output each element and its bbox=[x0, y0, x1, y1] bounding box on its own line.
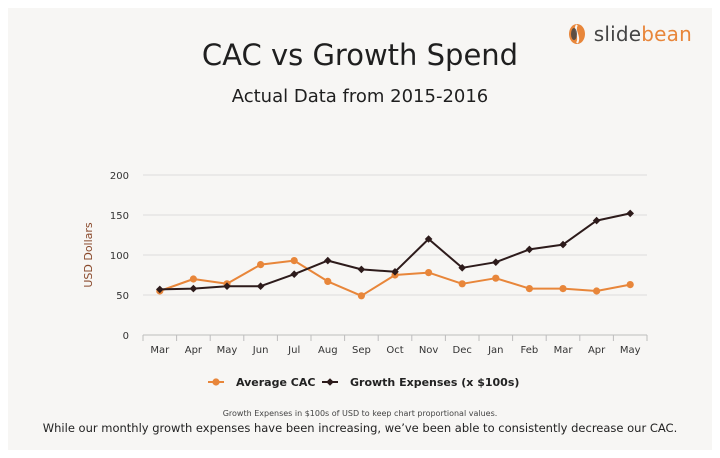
data-point bbox=[592, 216, 601, 225]
data-point bbox=[256, 282, 265, 290]
x-tick-label: Jan bbox=[487, 345, 503, 356]
x-tick-labels: Mar Apr May Jun Jul Aug Sep Oct Nov Dec Jan Feb Mar A… bbox=[150, 345, 640, 356]
legend-label: Growth Expenses (x $100s) bbox=[350, 376, 519, 389]
legend-item: Average CAC bbox=[208, 376, 315, 389]
x-tick-label: Aug bbox=[318, 345, 338, 356]
y-tick-label: 100 bbox=[110, 251, 129, 262]
bean-icon bbox=[568, 24, 585, 44]
data-point bbox=[458, 264, 466, 272]
series-average-cac bbox=[156, 257, 634, 300]
data-point bbox=[425, 269, 433, 277]
x-tick-label: May bbox=[620, 345, 641, 356]
x-tick-label: Mar bbox=[150, 345, 170, 356]
x-tick-label: Apr bbox=[588, 345, 606, 356]
brand-name-part2: bean bbox=[641, 22, 692, 46]
x-axis bbox=[142, 334, 648, 341]
x-tick-label: Jul bbox=[287, 345, 300, 356]
series-growth-expenses bbox=[156, 209, 634, 294]
data-point bbox=[391, 268, 399, 276]
data-point bbox=[189, 284, 198, 293]
x-tick-label: Dec bbox=[453, 345, 472, 356]
data-point bbox=[290, 257, 298, 265]
x-tick-label: Sep bbox=[352, 345, 371, 356]
data-point bbox=[324, 277, 332, 285]
legend-label: Average CAC bbox=[236, 376, 315, 389]
data-point bbox=[458, 280, 466, 288]
brand-logo: slidebean bbox=[566, 22, 692, 46]
x-tick-label: Nov bbox=[419, 345, 439, 356]
footnote-small: Growth Expenses in $100s of USD to keep … bbox=[222, 409, 498, 418]
data-point bbox=[626, 281, 634, 289]
data-point bbox=[257, 261, 265, 269]
data-point bbox=[357, 265, 366, 274]
data-point bbox=[424, 235, 433, 243]
data-point bbox=[492, 274, 500, 282]
data-point bbox=[525, 285, 534, 293]
data-point bbox=[290, 270, 298, 278]
data-point bbox=[593, 287, 601, 295]
x-tick-label: Feb bbox=[521, 345, 539, 356]
y-tick-label: 150 bbox=[110, 211, 129, 222]
chart-title: CAC vs Growth Spend bbox=[201, 38, 519, 72]
y-tick-labels: 0 50 100 150 200 bbox=[110, 171, 129, 342]
x-tick-label: May bbox=[217, 345, 238, 356]
series-layer bbox=[156, 209, 634, 300]
y-axis-label: USD Dollars bbox=[82, 222, 95, 288]
data-point bbox=[189, 275, 197, 283]
data-point bbox=[626, 209, 634, 218]
legend: Average CAC Growth Expenses (x $100s) bbox=[208, 376, 519, 389]
legend-marker bbox=[326, 378, 334, 386]
chart-subtitle: Actual Data from 2015-2016 bbox=[231, 86, 489, 107]
x-tick-label: Apr bbox=[185, 345, 203, 356]
data-point bbox=[559, 285, 567, 293]
footnote-main: While our monthly growth expenses have b… bbox=[42, 421, 678, 435]
chart-card: slidebean bbox=[8, 8, 712, 450]
data-point bbox=[357, 292, 365, 300]
data-point bbox=[492, 258, 500, 266]
data-point bbox=[559, 240, 567, 249]
data-point bbox=[525, 245, 534, 254]
y-tick-label: 0 bbox=[123, 331, 129, 342]
x-tick-label: Jun bbox=[252, 345, 269, 356]
legend-marker bbox=[212, 378, 220, 386]
data-point bbox=[223, 282, 231, 290]
brand-name-part1: slide bbox=[593, 22, 642, 46]
y-tick-label: 50 bbox=[116, 291, 129, 302]
gridlines bbox=[143, 174, 647, 296]
x-tick-label: Mar bbox=[554, 345, 574, 356]
legend-item: Growth Expenses (x $100s) bbox=[322, 376, 519, 389]
data-point bbox=[156, 285, 164, 294]
x-tick-label: Oct bbox=[386, 345, 403, 356]
brand-name: slidebean bbox=[594, 22, 692, 46]
data-point bbox=[324, 256, 332, 265]
y-tick-label: 200 bbox=[110, 171, 129, 182]
